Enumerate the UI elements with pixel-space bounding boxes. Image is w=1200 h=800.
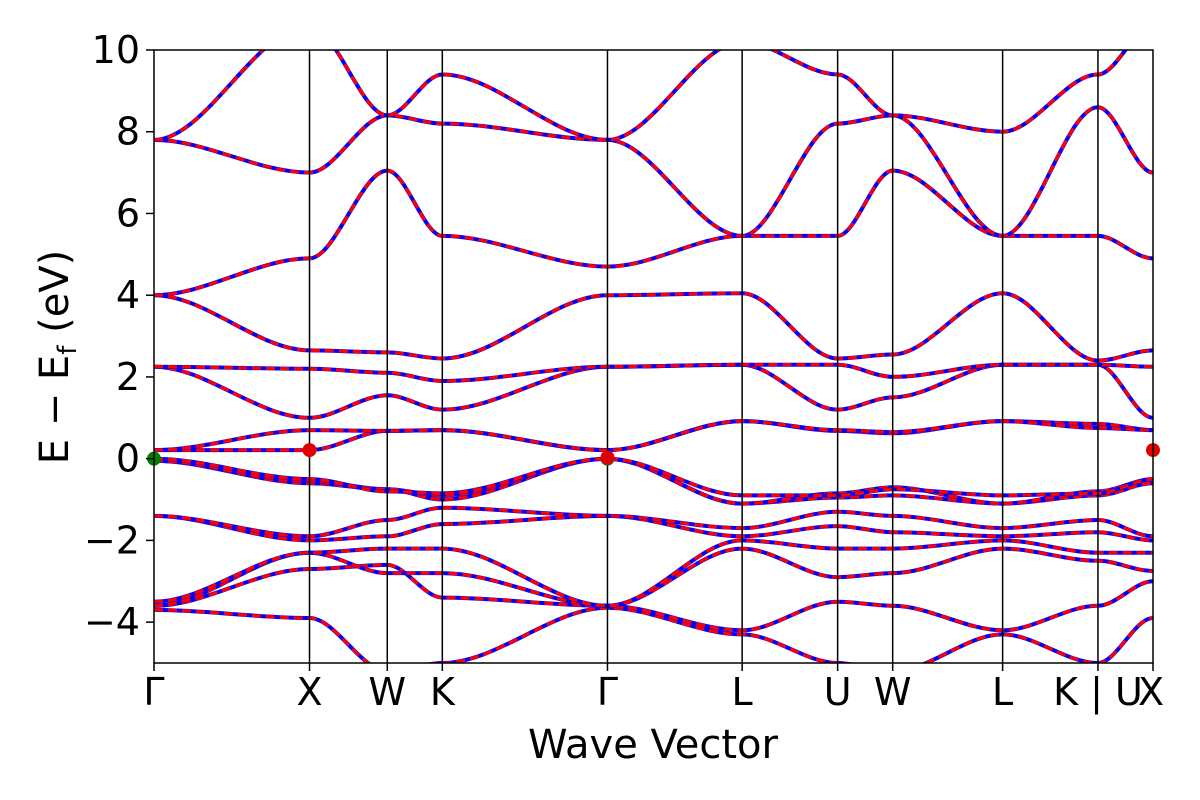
y-tick-label-2: 6	[116, 191, 140, 235]
band-line-red-1	[154, 606, 1153, 663]
y-axis-label-sub: f	[53, 345, 83, 355]
band-line-red-11	[154, 419, 1153, 452]
x-tick-label-4: Γ	[597, 670, 618, 714]
y-ticks: 10 8 6 4 2 0 −2 −4	[84, 28, 154, 644]
y-axis-label-unit: (eV)	[32, 250, 78, 346]
x-tick-label-6: U	[824, 670, 852, 714]
x-tick-label-0: Γ	[143, 670, 164, 714]
y-tick-label-1: 8	[116, 110, 140, 154]
band-line-red-16	[154, 105, 1153, 238]
y-tick-label-4: 2	[116, 355, 140, 399]
band-line-red-6	[154, 506, 1153, 538]
y-tick-label-0: 10	[92, 28, 140, 72]
x-tick-label-8: L	[992, 670, 1013, 714]
x-tick-label-10: X	[1138, 670, 1164, 714]
y-axis-label-main: E − E	[32, 355, 78, 465]
band-edge-marker-2	[302, 443, 317, 458]
band-line-red-13	[154, 363, 1153, 383]
marker-layer	[147, 443, 1160, 466]
x-tick-label-9: K | U	[1053, 670, 1143, 715]
x-tick-label-5: L	[732, 670, 753, 714]
x-tick-label-2: W	[368, 670, 406, 714]
band-line-red-17	[154, 50, 1128, 142]
y-tick-label-3: 4	[116, 273, 140, 317]
x-tick-label-3: K	[430, 670, 456, 714]
plot-frame	[153, 49, 1154, 664]
band-line-red-5	[154, 514, 1153, 543]
band-edge-marker-4	[600, 450, 615, 465]
band-line-red-9	[154, 457, 1153, 498]
y-axis-label: E − Ef (eV)	[32, 250, 83, 465]
kpoint-lines	[308, 50, 1099, 663]
x-axis-label: Wave Vector	[528, 722, 779, 768]
band-line-red-15	[154, 168, 1153, 297]
y-tick-label-5: 0	[116, 437, 140, 481]
x-tick-label-7: W	[874, 670, 912, 714]
band-line-red-14	[154, 291, 1153, 363]
y-tick-label-6: −2	[84, 518, 140, 562]
x-tick-label-1: X	[296, 670, 322, 714]
y-tick-label-7: −4	[84, 600, 140, 644]
